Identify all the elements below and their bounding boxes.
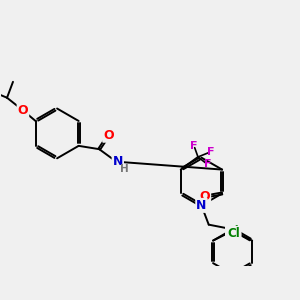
Text: H: H bbox=[120, 164, 129, 174]
Text: N: N bbox=[112, 155, 123, 168]
Text: O: O bbox=[103, 129, 114, 142]
Text: O: O bbox=[200, 190, 210, 202]
Text: O: O bbox=[18, 104, 28, 117]
Text: F: F bbox=[207, 147, 214, 157]
Text: Cl: Cl bbox=[228, 227, 241, 240]
Text: N: N bbox=[196, 199, 207, 212]
Text: Cl: Cl bbox=[226, 226, 239, 238]
Text: F: F bbox=[190, 141, 198, 152]
Text: F: F bbox=[203, 159, 211, 169]
